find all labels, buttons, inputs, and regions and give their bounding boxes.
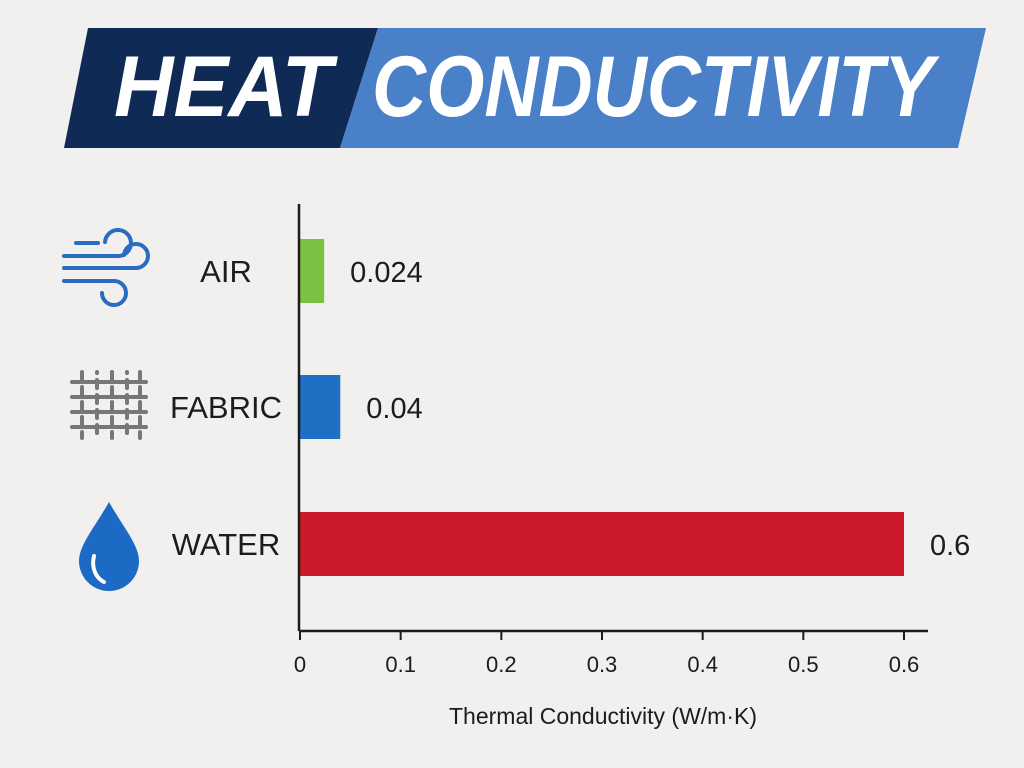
bar-fabric <box>300 375 341 439</box>
x-tick-label: 0.4 <box>687 652 718 677</box>
x-tick-label: 0.3 <box>587 652 618 677</box>
x-axis-ticks: 0 0.1 0.2 0.3 0.4 0.5 0.6 <box>294 631 919 677</box>
value-labels: 0.024 0.04 0.6 <box>350 257 970 562</box>
category-icons <box>62 228 150 591</box>
value-label-air: 0.024 <box>350 257 423 289</box>
fabric-weave-icon <box>70 370 148 440</box>
banner-left-panel <box>64 28 378 148</box>
title-word-conductivity: CONDUCTIVITY <box>372 39 940 135</box>
bar-water <box>300 512 904 576</box>
banner-right-panel <box>340 28 986 148</box>
bar-air <box>300 239 325 303</box>
x-axis-title: Thermal Conductivity (W/m·K) <box>449 703 757 729</box>
category-label-air: AIR <box>200 254 252 289</box>
title-word-heat: HEAT <box>114 39 338 135</box>
bars <box>300 239 904 576</box>
value-label-water: 0.6 <box>930 530 970 562</box>
x-tick-label: 0.2 <box>486 652 517 677</box>
x-tick-label: 0.1 <box>385 652 416 677</box>
wind-icon <box>62 228 150 307</box>
x-tick-label: 0.6 <box>889 652 920 677</box>
x-tick-label: 0.5 <box>788 652 819 677</box>
x-tick-label: 0 <box>294 652 306 677</box>
category-label-water: WATER <box>172 527 281 562</box>
category-label-fabric: FABRIC <box>170 390 282 425</box>
value-label-fabric: 0.04 <box>366 393 422 425</box>
category-labels: AIR FABRIC WATER <box>170 254 282 562</box>
title-banner: HEAT CONDUCTIVITY <box>64 28 986 148</box>
water-drop-icon <box>79 502 139 591</box>
